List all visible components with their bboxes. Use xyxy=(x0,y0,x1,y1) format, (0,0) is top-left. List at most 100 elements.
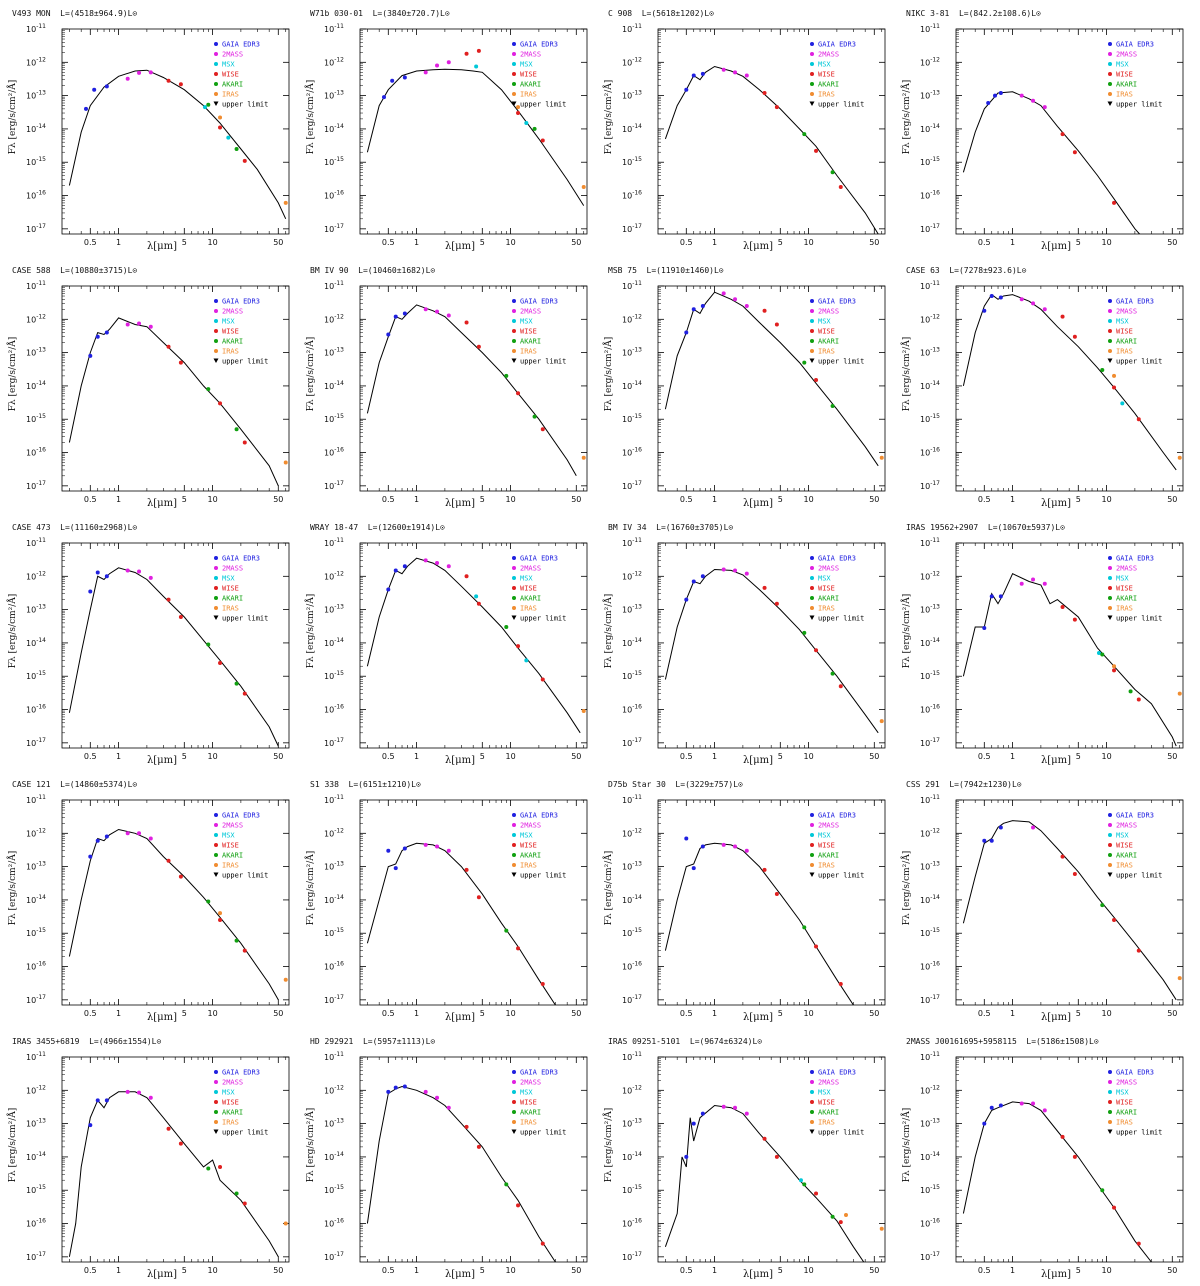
photometry-point xyxy=(540,138,545,143)
photometry-point xyxy=(516,946,521,951)
photometry-point xyxy=(446,848,451,853)
photometry-point xyxy=(446,564,451,569)
y-tick-label: 10-16 xyxy=(622,1218,642,1229)
legend-label: IRAS xyxy=(818,1119,835,1127)
y-tick-label: 10-16 xyxy=(324,190,344,201)
photometry-point xyxy=(814,1191,819,1196)
x-tick-label: 5 xyxy=(778,495,783,504)
photometry-point xyxy=(148,70,153,75)
plot-frame xyxy=(359,28,588,235)
legend-marker xyxy=(512,299,516,303)
photometry-point xyxy=(464,867,469,872)
sed-panel: 0.5 1 5 10 50 10-11 10-12 10-13 10-14 10-15 10-16 1… xyxy=(898,2,1194,256)
photometry-point xyxy=(476,1144,481,1149)
photometry-point xyxy=(1019,93,1024,98)
y-tick-label: 10-16 xyxy=(26,190,46,201)
legend-marker xyxy=(1108,1120,1112,1124)
photometry-point xyxy=(802,925,807,930)
photometry-point xyxy=(206,1166,211,1171)
photometry-point xyxy=(700,71,705,76)
x-tick-label: 50 xyxy=(273,1009,283,1018)
y-tick-label: 10-17 xyxy=(622,223,642,234)
legend-label: GAIA EDR3 xyxy=(818,555,856,563)
photometry-point xyxy=(206,387,211,392)
photometry-point xyxy=(206,899,211,904)
x-tick-label: 50 xyxy=(869,1009,879,1018)
photometry-point xyxy=(178,360,183,365)
plot-frame xyxy=(61,285,290,492)
legend-label: MSX xyxy=(1116,575,1129,583)
legend-label: GAIA EDR3 xyxy=(222,812,260,820)
photometry-point xyxy=(989,838,994,843)
y-tick-label: 10-11 xyxy=(26,794,46,805)
photometry-point xyxy=(390,78,395,83)
x-tick-label: 0.5 xyxy=(84,752,97,761)
y-tick-label: 10-17 xyxy=(324,737,344,748)
photometry-point xyxy=(1112,668,1117,673)
panel-title: IRAS 09251-5101 L=(9674±6324)L⊙ xyxy=(608,1037,763,1046)
photometry-point xyxy=(516,391,521,396)
legend-label: MSX xyxy=(222,832,235,840)
x-tick-label: 5 xyxy=(182,1266,187,1275)
y-tick-label: 10-12 xyxy=(920,313,940,324)
legend-marker xyxy=(1108,823,1112,827)
x-tick-label: 5 xyxy=(1076,752,1081,761)
legend-label: GAIA EDR3 xyxy=(818,812,856,820)
legend-label: GAIA EDR3 xyxy=(520,555,558,563)
model-sed-curve xyxy=(366,557,581,734)
y-tick-label: 10-14 xyxy=(26,637,46,648)
x-tick-label: 5 xyxy=(480,1266,485,1275)
photometry-point xyxy=(92,87,97,92)
y-tick-label: 10-15 xyxy=(622,156,642,167)
photometry-point xyxy=(700,304,705,309)
x-tick-label: 0.5 xyxy=(84,1266,97,1275)
photometry-point xyxy=(989,294,994,299)
x-axis-label: λ[μm] xyxy=(742,1012,774,1023)
photometry-point xyxy=(774,601,779,606)
y-tick-label: 10-17 xyxy=(324,994,344,1005)
x-tick-label: 1 xyxy=(712,752,717,761)
photometry-point xyxy=(104,84,109,89)
legend-label: MSX xyxy=(520,1089,533,1097)
photometry-point xyxy=(202,105,207,110)
photometry-point xyxy=(283,977,288,982)
legend-marker xyxy=(511,615,517,620)
legend-label: 2MASS xyxy=(818,308,839,316)
photometry-point xyxy=(178,615,183,620)
y-tick-label: 10-15 xyxy=(26,413,46,424)
y-tick-label: 10-14 xyxy=(324,1151,344,1162)
legend-marker xyxy=(512,1120,516,1124)
y-tick-label: 10-17 xyxy=(920,1251,940,1262)
photometry-point xyxy=(178,874,183,879)
sed-panel: 0.5 1 5 10 50 10-11 10-12 10-13 10-14 10-15 10-16 1… xyxy=(600,2,896,256)
legend-label: 2MASS xyxy=(818,565,839,573)
photometry-point xyxy=(283,200,288,205)
legend-label: IRAS xyxy=(520,1119,537,1127)
y-tick-label: 10-17 xyxy=(622,994,642,1005)
legend-label: GAIA EDR3 xyxy=(222,298,260,306)
legend-label: IRAS xyxy=(818,862,835,870)
x-tick-label: 10 xyxy=(1101,495,1111,504)
legend-label: GAIA EDR3 xyxy=(1116,812,1154,820)
x-tick-label: 10 xyxy=(207,495,217,504)
legend-label: GAIA EDR3 xyxy=(1116,555,1154,563)
y-tick-label: 10-13 xyxy=(26,861,46,872)
legend-marker xyxy=(512,339,516,343)
legend-marker xyxy=(1108,349,1112,353)
sed-panel: 0.5 1 5 10 50 10-11 10-12 10-13 10-14 10-15 10-16 1… xyxy=(898,516,1194,770)
panel-title: D75b Star 30 L=(3229±757)L⊙ xyxy=(608,780,743,789)
sed-plot: 0.5 1 5 10 50 10-11 10-12 10-13 10-14 10-15 10-16 1… xyxy=(622,794,886,1018)
legend-label: WISE xyxy=(222,842,239,850)
legend-label: upper limit xyxy=(818,615,864,623)
plot-frame xyxy=(657,799,886,1006)
legend-label: MSX xyxy=(222,575,235,583)
legend-marker xyxy=(214,82,218,86)
legend-marker xyxy=(1108,863,1112,867)
x-tick-label: 5 xyxy=(182,238,187,247)
photometry-point xyxy=(516,105,521,110)
legend-marker xyxy=(214,813,218,817)
legend-marker xyxy=(214,319,218,323)
legend-label: IRAS xyxy=(818,605,835,613)
photometry-point xyxy=(982,1121,987,1126)
